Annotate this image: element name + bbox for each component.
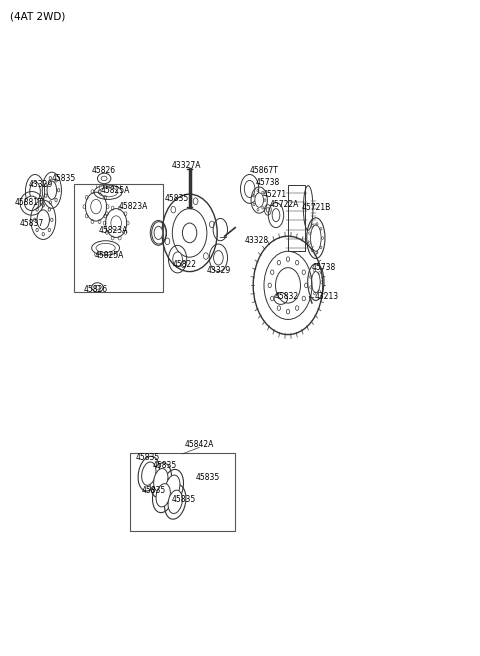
Ellipse shape (154, 468, 168, 492)
Ellipse shape (311, 225, 321, 251)
Text: 45835: 45835 (52, 174, 76, 183)
Text: 45842A: 45842A (184, 440, 214, 449)
Text: 43213: 43213 (315, 292, 339, 301)
Ellipse shape (244, 180, 255, 197)
Ellipse shape (37, 210, 49, 230)
Text: 43328: 43328 (245, 236, 269, 245)
Ellipse shape (30, 182, 40, 201)
Ellipse shape (142, 462, 156, 485)
Text: 45738: 45738 (312, 263, 336, 272)
Ellipse shape (154, 226, 163, 239)
Text: 45738: 45738 (256, 178, 280, 187)
Bar (130, 453, 235, 531)
Text: 45837: 45837 (19, 218, 44, 228)
Text: 45881T: 45881T (14, 197, 43, 207)
Ellipse shape (255, 193, 264, 207)
Ellipse shape (168, 490, 182, 514)
Text: 45835: 45835 (196, 473, 220, 482)
Ellipse shape (101, 176, 107, 181)
Bar (74, 184, 163, 292)
Ellipse shape (156, 483, 170, 507)
Ellipse shape (266, 207, 269, 212)
Text: 45825A: 45825A (101, 186, 130, 195)
Text: 45835: 45835 (172, 495, 196, 504)
Text: 45826: 45826 (91, 166, 115, 175)
Ellipse shape (24, 196, 39, 211)
Text: 45722A: 45722A (270, 200, 299, 209)
Ellipse shape (272, 209, 280, 222)
Ellipse shape (166, 475, 180, 499)
Text: 43329: 43329 (29, 180, 53, 190)
Text: 45835: 45835 (153, 461, 177, 470)
Text: 45867T: 45867T (250, 166, 278, 175)
Text: 45822: 45822 (173, 260, 197, 269)
Bar (288, 185, 305, 251)
Text: 45825A: 45825A (95, 251, 124, 260)
Text: 45826: 45826 (84, 285, 108, 295)
Ellipse shape (95, 285, 100, 289)
Text: 45271: 45271 (263, 190, 287, 199)
Text: 43327A: 43327A (171, 161, 201, 170)
Text: 45832: 45832 (275, 292, 299, 301)
Text: (4AT 2WD): (4AT 2WD) (10, 12, 65, 22)
Text: 45835: 45835 (142, 486, 167, 495)
Ellipse shape (47, 181, 57, 199)
Text: 45823A: 45823A (98, 226, 128, 236)
Text: 45835: 45835 (136, 453, 160, 462)
Text: 43329: 43329 (206, 266, 231, 276)
Text: 45823A: 45823A (119, 202, 148, 211)
Ellipse shape (214, 251, 223, 265)
Ellipse shape (312, 272, 320, 293)
Ellipse shape (173, 252, 182, 266)
Text: 45835: 45835 (164, 194, 189, 203)
Text: 45721B: 45721B (301, 203, 331, 213)
